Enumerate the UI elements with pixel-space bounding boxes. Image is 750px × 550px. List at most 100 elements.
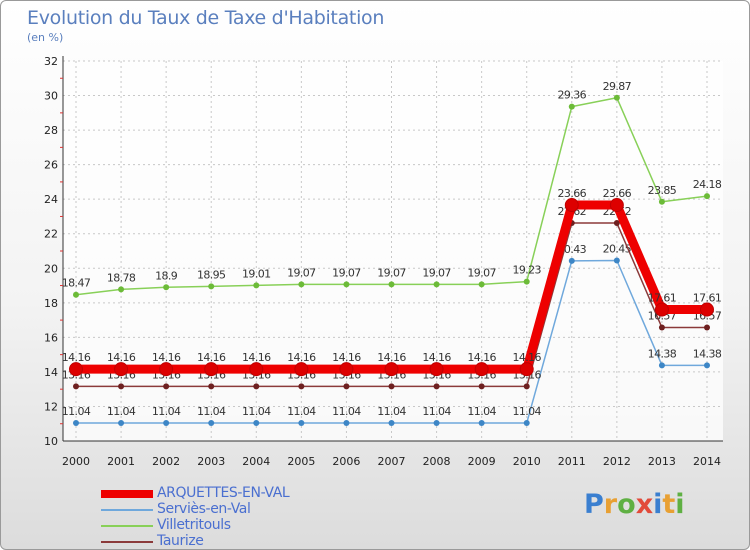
data-point bbox=[433, 383, 440, 390]
legend-label: Taurize bbox=[157, 533, 204, 549]
y-tick-label: 14 bbox=[44, 366, 58, 379]
legend-swatch bbox=[101, 490, 153, 498]
data-label: 20.45 bbox=[603, 243, 632, 256]
legend-label: Villetritouls bbox=[157, 517, 231, 533]
data-point bbox=[249, 362, 264, 377]
data-label: 14.16 bbox=[197, 351, 226, 364]
data-point bbox=[433, 281, 440, 288]
data-label: 19.01 bbox=[242, 267, 271, 280]
legend-swatch bbox=[101, 541, 153, 543]
data-point bbox=[388, 281, 395, 288]
data-point bbox=[343, 281, 350, 288]
data-point bbox=[73, 420, 79, 427]
data-point bbox=[658, 324, 665, 331]
data-point bbox=[384, 362, 399, 377]
data-label: 29.36 bbox=[558, 89, 587, 102]
data-label: 14.16 bbox=[152, 351, 181, 364]
data-label: 17.61 bbox=[648, 292, 677, 305]
y-tick-label: 30 bbox=[44, 90, 58, 103]
data-label: 23.66 bbox=[603, 187, 632, 200]
data-point bbox=[568, 257, 575, 264]
data-point bbox=[73, 291, 79, 298]
data-label: 14.16 bbox=[62, 351, 91, 364]
data-label: 19.07 bbox=[377, 266, 406, 279]
data-point bbox=[118, 383, 125, 390]
data-point bbox=[523, 383, 530, 390]
data-point bbox=[204, 362, 219, 377]
data-point bbox=[478, 281, 485, 288]
y-tick-label: 10 bbox=[44, 435, 58, 448]
proxiti-logo[interactable]: Proxiti bbox=[584, 489, 685, 520]
x-tick-label: 2011 bbox=[558, 455, 586, 468]
data-point bbox=[613, 94, 620, 101]
x-tick-label: 2008 bbox=[423, 455, 451, 468]
data-point bbox=[253, 420, 260, 427]
data-point bbox=[343, 420, 350, 427]
data-label: 29.87 bbox=[603, 80, 632, 93]
data-point bbox=[658, 198, 665, 205]
data-point bbox=[388, 420, 395, 427]
y-tick-label: 12 bbox=[44, 400, 58, 413]
logo-letter: o bbox=[617, 489, 636, 520]
data-label: 19.07 bbox=[287, 266, 316, 279]
data-label: 17.61 bbox=[693, 292, 722, 305]
legend-label: Serviès-en-Val bbox=[157, 501, 251, 517]
data-point bbox=[474, 362, 489, 377]
data-point bbox=[613, 220, 620, 227]
y-tick-label: 22 bbox=[44, 228, 58, 241]
data-label: 11.04 bbox=[377, 405, 406, 418]
legend-swatch bbox=[101, 509, 153, 511]
data-point bbox=[523, 420, 530, 427]
data-point bbox=[208, 420, 215, 427]
legend-swatch bbox=[101, 525, 153, 527]
data-point bbox=[163, 284, 170, 291]
x-tick-label: 2004 bbox=[242, 455, 270, 468]
data-label: 19.07 bbox=[422, 266, 451, 279]
data-point bbox=[343, 383, 350, 390]
data-point bbox=[478, 420, 485, 427]
data-point bbox=[253, 383, 260, 390]
data-label: 14.16 bbox=[332, 351, 361, 364]
chart-title: Evolution du Taux de Taxe d'Habitation bbox=[27, 7, 385, 29]
data-point bbox=[654, 302, 669, 317]
data-label: 14.38 bbox=[693, 347, 722, 360]
data-label: 14.16 bbox=[467, 351, 496, 364]
logo-letter: P bbox=[584, 489, 604, 520]
data-label: 18.78 bbox=[107, 271, 136, 284]
data-point bbox=[704, 193, 710, 200]
y-tick-label: 32 bbox=[44, 55, 58, 68]
data-point bbox=[609, 198, 624, 213]
x-tick-label: 2001 bbox=[107, 455, 135, 468]
unit-label: (en %) bbox=[27, 31, 64, 44]
data-label: 24.18 bbox=[693, 178, 722, 191]
x-tick-label: 2013 bbox=[648, 455, 676, 468]
y-tick-label: 20 bbox=[44, 262, 58, 275]
y-tick-label: 26 bbox=[44, 159, 58, 172]
data-label: 14.16 bbox=[242, 351, 271, 364]
x-tick-label: 2002 bbox=[152, 455, 180, 468]
logo-letter: i bbox=[653, 489, 663, 520]
x-tick-label: 2007 bbox=[378, 455, 406, 468]
data-point bbox=[298, 383, 305, 390]
data-point bbox=[433, 420, 440, 427]
data-point bbox=[69, 362, 83, 377]
data-label: 19.07 bbox=[467, 266, 496, 279]
data-label: 11.04 bbox=[242, 405, 271, 418]
y-tick-label: 24 bbox=[44, 193, 58, 206]
plot-area bbox=[63, 61, 723, 441]
data-point bbox=[613, 257, 620, 264]
x-tick-label: 2014 bbox=[693, 455, 721, 468]
data-label: 14.16 bbox=[422, 351, 451, 364]
data-point bbox=[298, 420, 305, 427]
data-label: 14.16 bbox=[377, 351, 406, 364]
data-point bbox=[388, 383, 395, 390]
data-point bbox=[208, 283, 215, 290]
logo-letter: t bbox=[662, 489, 676, 520]
data-point bbox=[564, 198, 579, 213]
data-label: 18.95 bbox=[197, 268, 226, 281]
data-point bbox=[159, 362, 174, 377]
x-tick-label: 2003 bbox=[197, 455, 225, 468]
x-tick-label: 2009 bbox=[468, 455, 496, 468]
